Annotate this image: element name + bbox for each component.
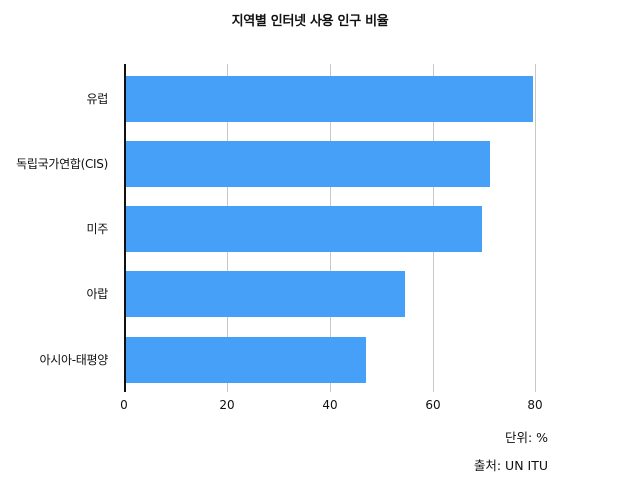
source-note: 출처: UN ITU [473, 458, 548, 473]
category-label-americas: 미주 [86, 222, 109, 236]
chart-title: 지역별 인터넷 사용 인구 비율 [231, 14, 389, 29]
category-label-asia-pacific: 아시아-태평양 [39, 353, 109, 367]
category-label-europe: 유럽 [86, 92, 109, 106]
x-tick-60: 60 [425, 398, 441, 412]
bar-arab [125, 271, 406, 317]
bar-europe [125, 76, 533, 122]
plot-area [124, 64, 564, 392]
bar-americas [125, 206, 482, 252]
x-tick-40: 40 [322, 398, 338, 412]
category-label-cis: 독립국가연합(CIS) [16, 157, 108, 171]
category-label-arab: 아랍 [86, 287, 109, 301]
bar-asia-pacific [125, 337, 366, 383]
x-tick-0: 0 [120, 398, 128, 412]
x-tick-80: 80 [527, 398, 543, 412]
gridline-80 [535, 64, 536, 392]
unit-note: 단위: % [504, 430, 548, 445]
x-tick-20: 20 [219, 398, 235, 412]
y-axis-line [124, 64, 126, 392]
bar-cis [125, 141, 491, 187]
